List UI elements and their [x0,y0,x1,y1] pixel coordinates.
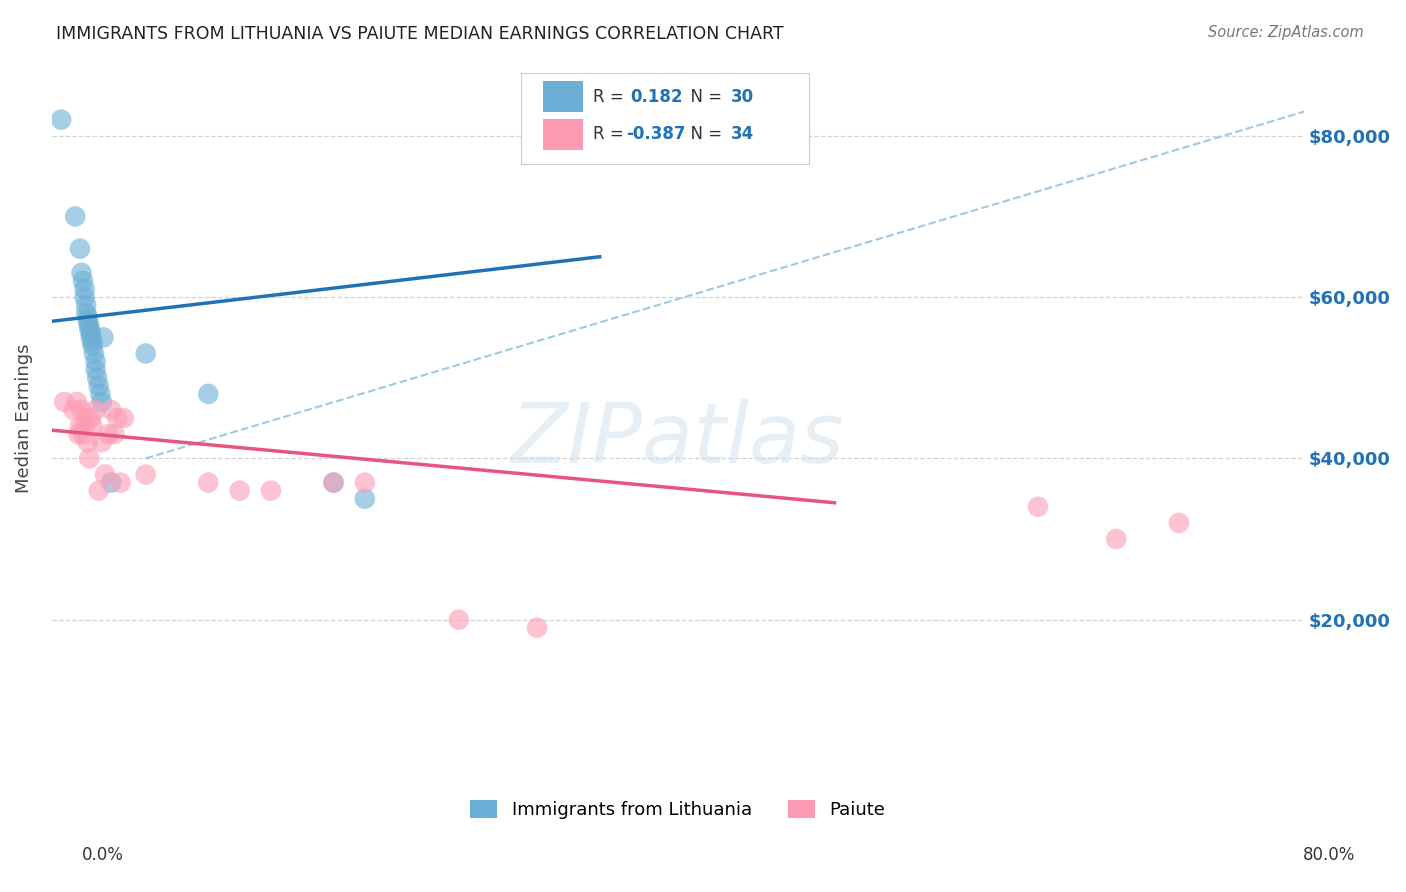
Point [353,491,375,506]
Point [84,354,107,368]
Text: IMMIGRANTS FROM LITHUANIA VS PAIUTE MEDIAN EARNINGS CORRELATION CHART: IMMIGRANTS FROM LITHUANIA VS PAIUTE MEDI… [56,25,785,43]
Text: R =: R = [593,125,628,144]
Point [82,334,104,349]
Point [447,613,470,627]
Text: 0.182: 0.182 [630,87,683,106]
Point [100,475,122,490]
Point [103,427,125,442]
Point [87,483,110,498]
Point [322,475,344,490]
Point [73,282,96,296]
Point [112,411,135,425]
Point [1026,500,1049,514]
Point [90,395,112,409]
Legend: Immigrants from Lithuania, Paiute: Immigrants from Lithuania, Paiute [463,793,893,826]
FancyBboxPatch shape [543,119,582,150]
Point [69,242,91,256]
Point [228,483,250,498]
Point [260,483,283,498]
Point [66,395,89,409]
Point [526,621,548,635]
Point [94,467,117,482]
Y-axis label: Median Earnings: Median Earnings [15,343,32,492]
Point [86,370,108,384]
Point [76,435,98,450]
FancyBboxPatch shape [522,73,810,164]
Text: -0.387: -0.387 [627,125,686,144]
Text: R =: R = [593,87,634,106]
Point [93,330,115,344]
Point [84,403,107,417]
Text: N =: N = [681,125,728,144]
Point [75,306,97,320]
Point [65,210,87,224]
Point [73,290,96,304]
Point [80,411,103,425]
Point [76,310,98,325]
Point [69,419,91,434]
Point [97,427,120,442]
Point [197,475,219,490]
FancyBboxPatch shape [543,81,582,112]
Point [70,266,93,280]
Point [72,274,94,288]
Point [110,475,132,490]
Point [100,403,122,417]
Point [76,314,98,328]
Point [53,395,76,409]
Point [62,403,84,417]
Text: 0.0%: 0.0% [82,846,124,863]
Point [82,419,104,434]
Point [83,346,105,360]
Text: N =: N = [681,87,728,106]
Point [67,427,90,442]
Point [75,411,97,425]
Point [79,451,101,466]
Point [73,419,96,434]
Point [49,112,72,127]
Point [80,326,103,341]
Point [90,435,112,450]
Point [135,346,157,360]
Point [79,322,101,336]
Point [89,387,111,401]
Point [70,403,93,417]
Point [87,379,110,393]
Point [353,475,375,490]
Point [79,318,101,333]
Point [1105,532,1128,546]
Point [135,467,157,482]
Text: 30: 30 [731,87,754,106]
Point [82,338,104,352]
Point [75,298,97,312]
Text: 34: 34 [731,125,754,144]
Point [72,427,94,442]
Point [322,475,344,490]
Point [84,362,107,376]
Text: Source: ZipAtlas.com: Source: ZipAtlas.com [1208,25,1364,40]
Point [1167,516,1189,530]
Text: ZIPatlas: ZIPatlas [512,400,845,481]
Point [107,411,129,425]
Text: 80.0%: 80.0% [1302,846,1355,863]
Point [197,387,219,401]
Point [80,330,103,344]
